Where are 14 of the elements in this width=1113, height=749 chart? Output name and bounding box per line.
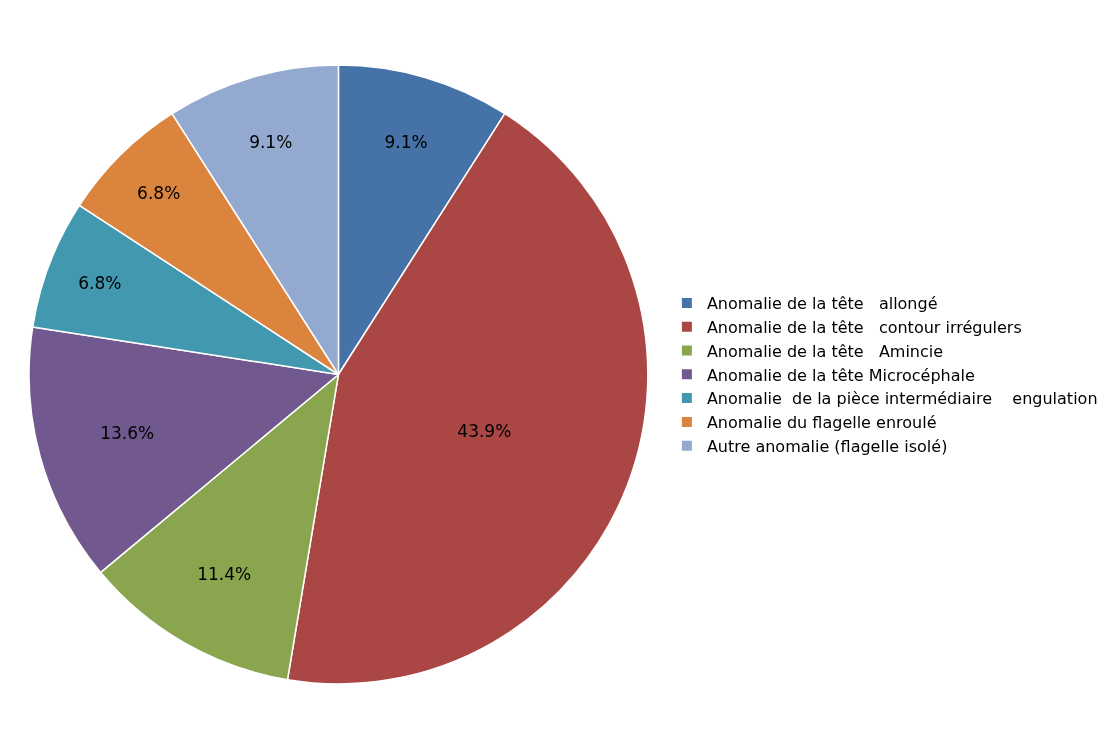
data-label: 9.1% xyxy=(249,132,293,153)
data-label: 9.1% xyxy=(384,132,428,153)
data-label: 13.6% xyxy=(100,422,155,443)
legend-label: Anomalie de la tête contour irrégulers xyxy=(706,317,1022,337)
legend-label: Anomalie de la tête Amincie xyxy=(706,341,944,361)
legend-label: Anomalie de la tête Microcéphale xyxy=(706,365,975,385)
legend-label: Anomalie du flagelle enroulé xyxy=(706,413,937,433)
data-label: 6.8% xyxy=(78,272,122,293)
data-label: 43.9% xyxy=(457,420,512,441)
legend-label: Autre anomalie (flagelle isolé) xyxy=(706,436,948,456)
legend-label: Anomalie de la pièce intermédiaire engulation xyxy=(706,389,1098,409)
data-label: 6.8% xyxy=(137,182,181,203)
legend-label: Anomalie de la tête allongé xyxy=(706,294,938,314)
data-label: 11.4% xyxy=(197,563,252,584)
